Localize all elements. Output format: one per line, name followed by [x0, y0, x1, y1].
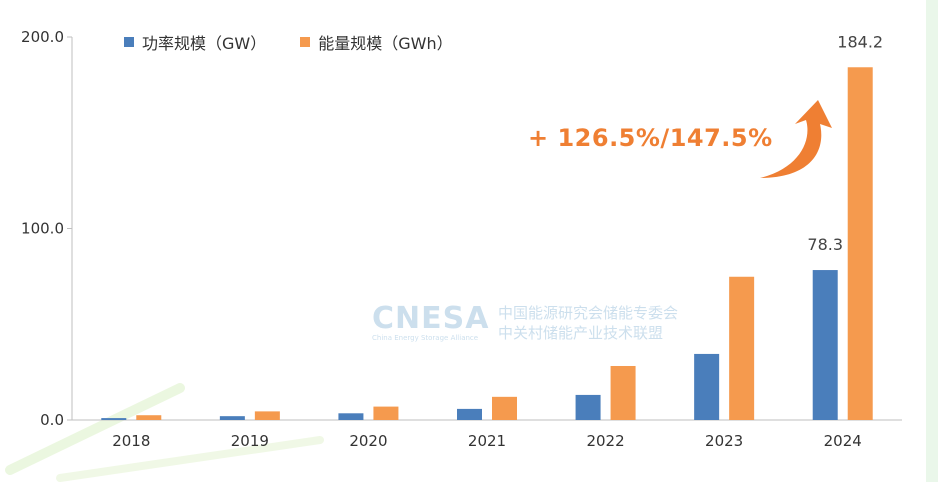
x-tick-label: 2023	[705, 432, 743, 450]
bar-power-2021	[457, 408, 482, 420]
bar-power-2018	[101, 418, 127, 420]
legend-label-energy: 能量规模（GWh）	[318, 34, 453, 53]
watermark-logo: CNESA	[372, 301, 490, 336]
right-edge-strip	[926, 0, 938, 482]
bar-power-2022	[575, 394, 601, 420]
bar-energy-2021	[492, 396, 517, 420]
x-tick-label: 2024	[824, 432, 862, 450]
watermark-line-1: 中国能源研究会储能专委会	[498, 304, 679, 322]
y-tick-label: 0.0	[40, 411, 64, 429]
legend: 功率规模（GW） 能量规模（GWh）	[124, 30, 487, 54]
x-tick-label: 2021	[468, 432, 506, 450]
growth-annotation: + 126.5%/147.5%	[528, 124, 773, 152]
data-label: 184.2	[837, 32, 883, 51]
x-tick-label: 2018	[112, 432, 150, 450]
legend-item-energy: 能量规模（GWh）	[300, 30, 453, 54]
legend-swatch-power	[124, 37, 134, 47]
x-tick-label: 2019	[231, 432, 269, 450]
bar-power-2023	[694, 353, 720, 420]
bar-energy-2018	[136, 415, 162, 420]
growth-arrow-icon	[760, 100, 832, 178]
legend-label-power: 功率规模（GW）	[142, 34, 267, 53]
watermark: CNESA China Energy Storage Alliance 中国能源…	[372, 301, 678, 342]
bar-power-2019	[219, 416, 245, 420]
bar-power-2024	[812, 270, 838, 420]
bar-energy-2023	[729, 276, 755, 420]
legend-item-power: 功率规模（GW）	[124, 30, 266, 54]
data-label: 78.3	[807, 235, 843, 254]
watermark-line-2: 中关村储能产业技术联盟	[498, 324, 664, 342]
y-tick-label: 100.0	[21, 220, 64, 238]
watermark-org-names: 中国能源研究会储能专委会 中关村储能产业技术联盟	[498, 303, 678, 343]
bar-power-2020	[338, 413, 364, 420]
x-tick-label: 2020	[349, 432, 387, 450]
legend-swatch-energy	[300, 37, 311, 47]
decorative-streaks	[5, 383, 324, 482]
bar-energy-2024	[847, 67, 873, 420]
watermark-subtitle: China Energy Storage Alliance	[372, 334, 479, 342]
bar-energy-2019	[254, 411, 280, 420]
bar-energy-2020	[373, 406, 399, 420]
bar-energy-2022	[610, 365, 636, 420]
y-tick-label: 200.0	[21, 28, 64, 46]
x-tick-label: 2022	[586, 432, 624, 450]
